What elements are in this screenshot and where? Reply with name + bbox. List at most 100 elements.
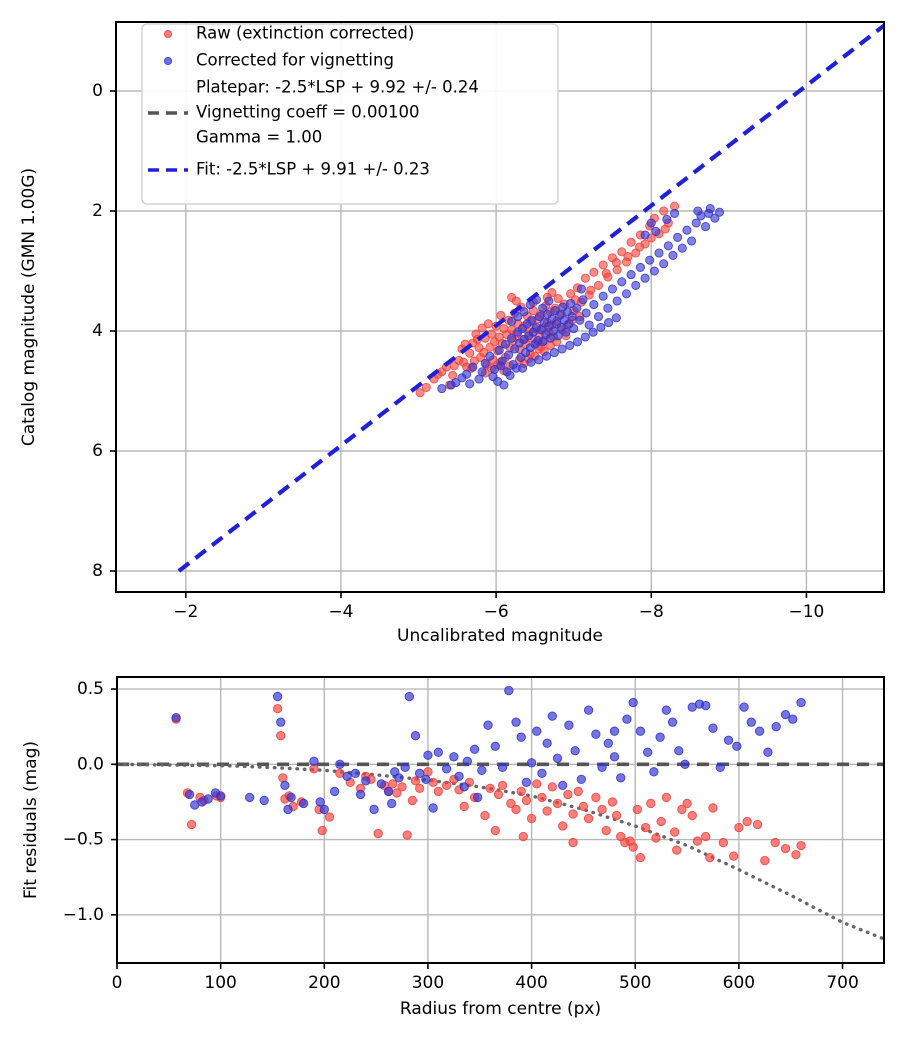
data-point xyxy=(462,756,472,766)
data-point xyxy=(433,747,443,757)
data-point xyxy=(672,845,682,855)
legend-label: Vignetting coeff = 0.00100 xyxy=(196,103,420,122)
data-point xyxy=(601,268,611,278)
bottom-axis-ticks: 0 100 200 300 400 500 600 700 0.5 0.0 −0.5 −1.0 xyxy=(63,679,859,993)
data-point xyxy=(511,296,521,306)
data-point xyxy=(355,789,366,800)
data-point xyxy=(692,836,703,846)
data-point xyxy=(603,738,613,748)
data-point xyxy=(171,712,181,723)
data-point xyxy=(315,797,325,807)
data-point xyxy=(573,786,583,797)
data-point xyxy=(485,783,495,794)
bottom-scatter-points xyxy=(171,685,806,866)
legend-box xyxy=(141,23,559,205)
ytick-label: 8 xyxy=(92,561,103,581)
data-point xyxy=(623,252,633,262)
data-point xyxy=(319,804,329,815)
data-point xyxy=(483,720,493,730)
data-point xyxy=(415,388,425,398)
data-point xyxy=(516,732,526,742)
data-point xyxy=(635,852,646,863)
data-point xyxy=(361,776,371,786)
data-point xyxy=(428,803,438,813)
data-point xyxy=(796,697,806,708)
data-point xyxy=(651,226,661,236)
data-point xyxy=(317,825,327,836)
data-point xyxy=(423,750,433,760)
data-point xyxy=(687,810,697,821)
data-point xyxy=(670,208,680,218)
data-point xyxy=(715,762,725,772)
data-point xyxy=(581,308,591,318)
data-point xyxy=(485,351,495,361)
data-point xyxy=(673,232,683,242)
data-point xyxy=(504,685,514,696)
data-point xyxy=(565,340,575,350)
data-point xyxy=(588,327,598,337)
xtick-label: −2 xyxy=(173,602,198,622)
data-point xyxy=(575,315,585,325)
data-point xyxy=(547,782,557,792)
data-point xyxy=(646,218,656,228)
data-point xyxy=(437,384,447,394)
data-point xyxy=(760,855,770,866)
data-point xyxy=(414,783,425,794)
data-point xyxy=(457,373,467,383)
xtick-label: 600 xyxy=(723,973,755,993)
data-point xyxy=(441,764,452,774)
data-point xyxy=(788,714,798,724)
data-point xyxy=(667,717,678,727)
data-point xyxy=(383,786,394,797)
data-point xyxy=(273,691,283,702)
data-point xyxy=(662,214,672,224)
data-point xyxy=(612,296,622,306)
data-point xyxy=(473,792,483,803)
data-point xyxy=(656,816,666,827)
data-point xyxy=(714,207,725,217)
data-point xyxy=(578,295,588,305)
top-plot-frame xyxy=(115,21,885,593)
data-point xyxy=(732,741,742,751)
data-point xyxy=(708,803,718,813)
data-point xyxy=(593,312,604,322)
data-point xyxy=(569,324,579,334)
xtick-label: 0 xyxy=(112,973,123,993)
data-point xyxy=(739,702,749,712)
data-point xyxy=(459,782,469,792)
data-point xyxy=(557,344,567,354)
data-point xyxy=(583,705,594,715)
data-point xyxy=(640,273,650,283)
data-point xyxy=(414,768,425,778)
data-point xyxy=(552,753,563,763)
data-point xyxy=(780,709,791,720)
data-point xyxy=(632,804,642,815)
data-point xyxy=(477,323,487,333)
data-point xyxy=(388,779,398,789)
data-point xyxy=(609,752,620,762)
data-point xyxy=(682,225,692,235)
bottom-xaxis-label: Radius from centre (px) xyxy=(400,999,601,1019)
data-point xyxy=(527,315,537,325)
data-point xyxy=(441,780,452,791)
legend-marker-dot xyxy=(163,56,173,66)
data-point xyxy=(549,348,559,358)
data-point xyxy=(723,735,734,745)
data-point xyxy=(423,767,433,777)
xtick-label: −4 xyxy=(328,602,353,622)
data-point xyxy=(640,230,650,240)
legend-item: Vignetting coeff = 0.00100 xyxy=(148,103,420,122)
data-point xyxy=(646,798,656,809)
data-point xyxy=(534,355,544,365)
data-point xyxy=(604,318,614,328)
xtick-label: 100 xyxy=(204,973,236,993)
data-point xyxy=(566,289,576,299)
data-point xyxy=(494,345,504,355)
data-point xyxy=(611,313,621,323)
legend-label: Platepar: -2.5*LSP + 9.92 +/- 0.24 xyxy=(196,78,479,97)
data-point xyxy=(278,773,288,783)
data-point xyxy=(286,792,296,803)
top-axis-ticks: −2 −4 −6 −8 −10 0 2 4 6 8 xyxy=(92,81,824,622)
series-corrected xyxy=(437,204,725,394)
